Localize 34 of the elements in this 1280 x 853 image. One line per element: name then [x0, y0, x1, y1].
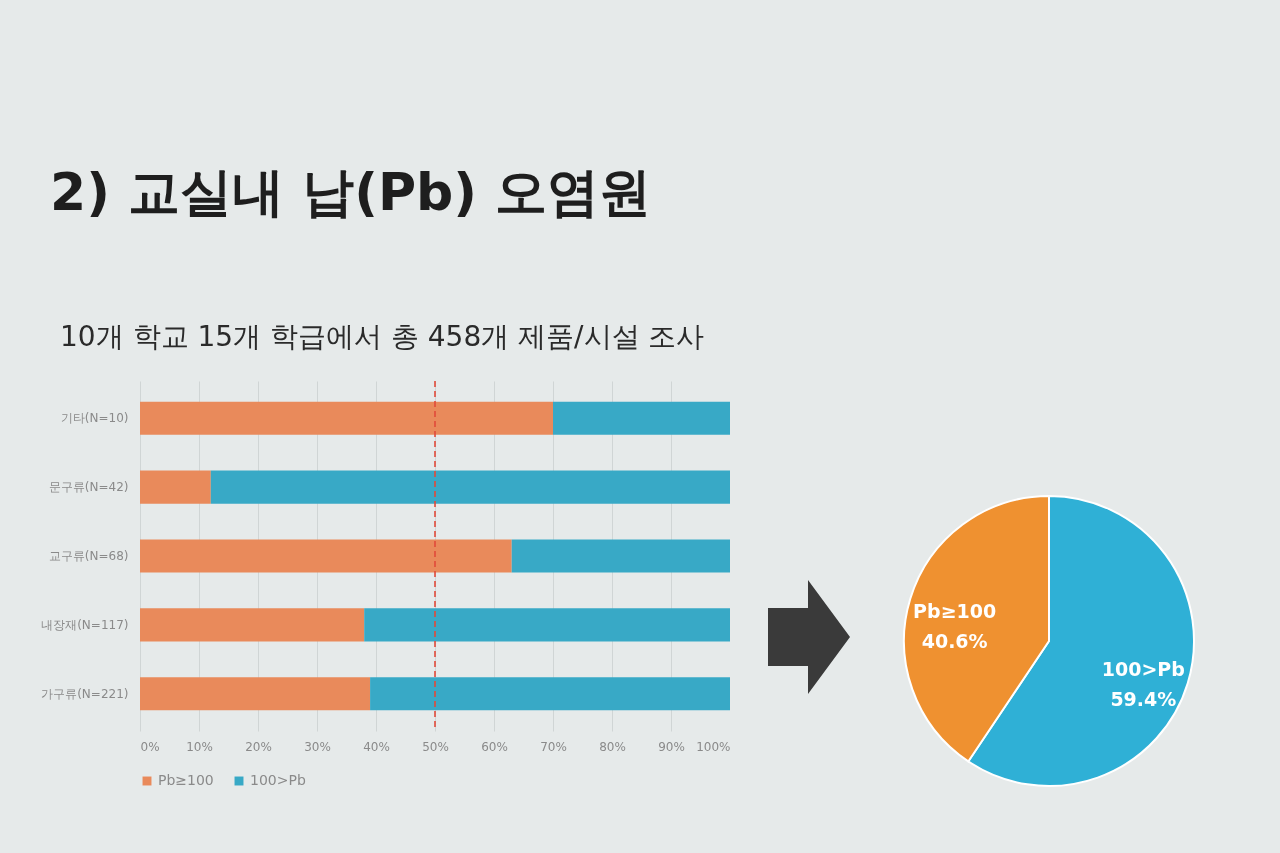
chart-title: 2) 교실내 납(Pb) 오염원 [50, 161, 652, 224]
bar [140, 401, 553, 435]
x-tick-label: 100% [696, 739, 731, 754]
legend-label: 100>Pb [250, 772, 306, 788]
bar [140, 539, 512, 573]
chart-subtitle: 10개 학교 15개 학급에서 총 458개 제품/시설 조사 [60, 319, 705, 355]
x-tick-label: 70% [540, 739, 567, 754]
bar [364, 608, 730, 642]
bar [370, 677, 730, 711]
legend-label: Pb≥100 [158, 772, 214, 788]
x-tick-label: 50% [422, 739, 449, 754]
data-label: 59.4% [1110, 687, 1177, 710]
x-tick-label: 60% [481, 739, 508, 754]
x-tick-label: 30% [304, 739, 331, 754]
y-tick-label: 문구류(N=42) [48, 480, 129, 495]
y-tick-label: 교구류(N=68) [48, 549, 129, 563]
x-tick-label: 80% [599, 739, 626, 754]
bar [553, 401, 730, 435]
data-label: 40.6% [921, 630, 988, 653]
bar [140, 608, 365, 642]
y-tick-label: 가구류(N=221) [41, 686, 129, 701]
bar [140, 677, 371, 711]
x-tick-label: 0% [140, 739, 160, 754]
bar [140, 470, 211, 504]
slice-label: Pb≥100 [913, 600, 997, 623]
slice-label: 100>Pb [1101, 657, 1185, 680]
bar [210, 470, 730, 504]
x-tick-label: 20% [245, 739, 272, 754]
y-tick-label: 내장재(N=117) [41, 617, 129, 632]
x-tick-label: 40% [363, 739, 390, 754]
x-tick-label: 10% [186, 739, 213, 754]
x-tick-label: 90% [658, 739, 685, 754]
bar [511, 539, 730, 573]
y-tick-label: 기타(N=10) [60, 411, 129, 426]
